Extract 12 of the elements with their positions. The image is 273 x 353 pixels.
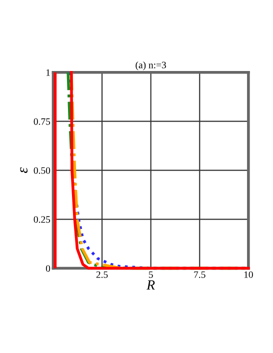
x-tick-label: 10 [244,271,253,278]
y-tick-label: 0 [46,265,50,272]
x-tick-label: 2.5 [96,271,108,278]
y-tick-label: 0.50 [34,167,50,174]
x-axis-title: R [146,280,155,290]
x-tick-label: 7.5 [194,271,206,278]
chart-title: (a) n:=3 [136,61,166,70]
x-tick-label: 5 [148,271,153,278]
y-tick-label: 1 [46,69,50,76]
y-tick-label: 0.75 [34,118,50,125]
y-axis-title: ε [20,167,28,174]
y-tick-label: 0.25 [34,216,50,223]
